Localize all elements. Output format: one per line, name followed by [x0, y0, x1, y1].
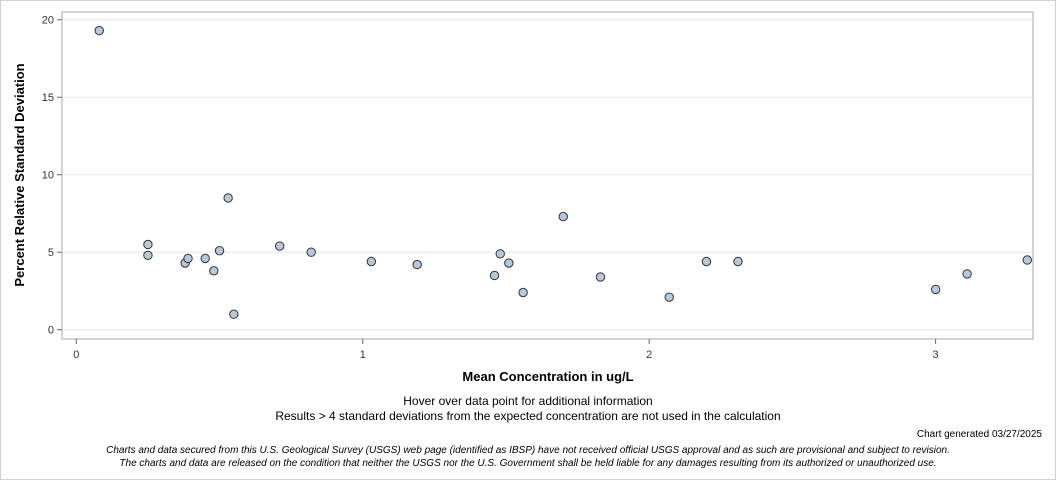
data-point[interactable]: 1.83, 3.4 — [595, 272, 606, 282]
data-point[interactable]: 1.56, 2.4 — [518, 287, 528, 298]
y-axis-title: Percent Relative Standard Deviation — [12, 63, 27, 286]
data-point[interactable]: 3.32, 4.5 — [1022, 255, 1032, 265]
data-point[interactable]: 1.03, 4.4 — [366, 256, 377, 267]
y-tick-label: 15 — [42, 92, 54, 104]
data-point[interactable]: 1.51, 4.3 — [504, 258, 514, 268]
x-tick-label: 1 — [360, 349, 366, 361]
x-tick-label: 3 — [933, 349, 939, 361]
data-point[interactable]: 0.39, 4.6 — [183, 253, 193, 264]
data-point[interactable]: 2.07, 2.1 — [664, 292, 674, 302]
plot-area — [61, 11, 1034, 340]
disclaimer: Charts and data secured from this U.S. G… — [0, 444, 1056, 470]
data-point[interactable]: 0.53, 8.5 — [223, 193, 233, 203]
y-tick-label: 20 — [42, 15, 54, 27]
data-point[interactable]: 0.25, 5.5 — [143, 239, 153, 250]
data-point[interactable]: 0.08, 19.3 — [94, 25, 104, 36]
data-point[interactable]: 3.11, 3.6 — [962, 269, 972, 279]
hover-note: Hover over data point for additional inf… — [403, 394, 653, 408]
y-tick-label: 10 — [42, 170, 54, 182]
disclaimer-line-1: Charts and data secured from this U.S. G… — [106, 445, 950, 456]
y-tick-label: 5 — [48, 247, 54, 259]
data-point[interactable]: 0.82, 5 — [306, 247, 316, 257]
data-point[interactable]: 1.19, 4.2 — [412, 259, 422, 270]
data-point[interactable]: 1.7, 7.3 — [558, 211, 568, 222]
generated-date-note: Chart generated 03/27/2025 — [916, 429, 1042, 440]
data-point[interactable]: 0.25, 4.8 — [143, 250, 153, 261]
exclusion-note: Results > 4 standard deviations from the… — [275, 409, 781, 423]
disclaimer-line-2: The charts and data are released on the … — [119, 458, 937, 469]
x-tick-label: 0 — [73, 349, 79, 361]
x-axis-title: Mean Concentration in ug/L — [462, 369, 633, 384]
data-point[interactable]: 1.46, 3.5 — [489, 270, 500, 281]
axes: 0 5 10 15 20 0 1 2 3 — [42, 15, 939, 361]
data-point[interactable]: 0.48, 3.8 — [209, 266, 219, 276]
data-point[interactable]: 0.55, 1 — [229, 309, 239, 319]
data-point[interactable]: 0.5, 5.1 — [214, 245, 225, 256]
data-points[interactable]: 0.08, 19.30.25, 5.50.25, 4.80.38, 4.30.3… — [94, 25, 1032, 319]
x-tick-label: 2 — [646, 349, 652, 361]
data-point[interactable]: 2.2, 4.4 — [701, 256, 712, 267]
data-point[interactable]: 2.31, 4.4 — [733, 256, 743, 267]
data-point[interactable]: 0.71, 5.4 — [274, 241, 285, 251]
data-point[interactable]: 1.48, 4.9 — [495, 249, 505, 259]
data-point[interactable]: 3, 2.6 — [930, 284, 941, 295]
data-point[interactable]: 0.45, 4.6 — [200, 253, 210, 264]
y-tick-label: 0 — [48, 325, 54, 337]
